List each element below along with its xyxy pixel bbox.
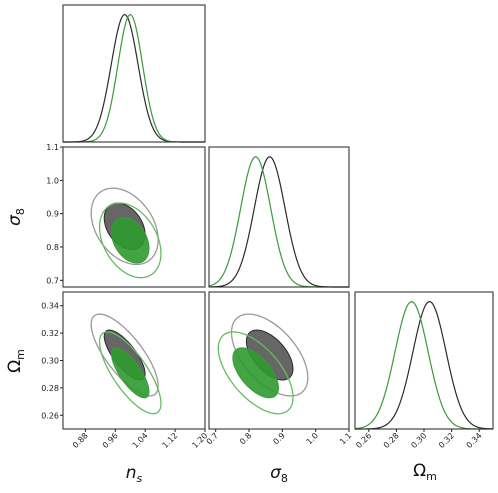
green-contour-95	[98, 331, 162, 415]
y-label-om-main: Ω	[5, 360, 25, 373]
panel-frame	[208, 291, 350, 430]
y-label-s8: σ8	[5, 208, 27, 226]
black-marginal-curve	[208, 156, 349, 288]
y-label-s8-main: σ	[5, 214, 25, 226]
y-tick-label: 0.8	[46, 243, 59, 252]
x-label-s8-main: σ	[270, 463, 282, 483]
panel-frame	[62, 4, 206, 143]
y-tick-label: 0.26	[41, 411, 59, 420]
x-tick-label: 0.34	[465, 431, 484, 450]
marginal-s8	[208, 146, 350, 288]
x-label-s8-sub: 8	[281, 472, 288, 485]
x-tick-label: 0.7	[205, 431, 220, 446]
panel-s8-vs-ns	[62, 146, 206, 288]
green-marginal-curve	[354, 300, 493, 430]
x-label-om: Ωm	[413, 461, 437, 483]
y-tick-label: 0.9	[46, 210, 59, 219]
panel-frame	[208, 146, 350, 288]
green-contour-95	[98, 202, 162, 279]
x-label-om-sub: m	[426, 470, 437, 483]
marginal-om	[354, 291, 494, 430]
green-contour-95	[217, 331, 294, 415]
x-label-om-main: Ω	[413, 461, 426, 481]
x-label-ns-sub: s	[137, 472, 143, 485]
y-tick-label: 0.30	[41, 357, 59, 366]
green-contour-68	[111, 217, 150, 264]
y-tick-label: 0.34	[41, 302, 59, 311]
green-contour-68	[232, 347, 279, 399]
x-label-ns-main: n	[126, 463, 137, 483]
y-tick-label: 1.0	[46, 176, 59, 185]
black-contour-95	[90, 313, 159, 397]
x-tick-label: 0.30	[409, 431, 428, 450]
black-contour-95	[90, 187, 159, 266]
y-tick-label: 0.7	[46, 276, 59, 285]
x-tick-label: 0.26	[354, 431, 373, 450]
black-marginal-curve	[62, 13, 205, 143]
y-label-om: Ωm	[5, 349, 27, 373]
x-tick-label: 0.9	[271, 431, 286, 446]
y-tick-label: 1.1	[46, 143, 59, 152]
y-tick-label: 0.32	[41, 329, 59, 338]
x-label-ns: ns	[126, 463, 143, 485]
y-tick-label: 0.28	[41, 384, 59, 393]
x-tick-label: 0.32	[437, 431, 456, 450]
x-tick-label: 1.1	[338, 431, 353, 446]
marginal-ns	[62, 4, 206, 143]
x-tick-label: 0.96	[101, 431, 120, 450]
panel-om-vs-s8	[208, 291, 350, 430]
black-marginal-curve	[355, 300, 494, 430]
x-tick-label: 1.0	[305, 431, 320, 446]
green-marginal-curve	[63, 13, 205, 143]
x-label-s8: σ8	[270, 463, 288, 485]
panel-frame	[354, 291, 494, 430]
x-tick-label: 1.04	[131, 431, 150, 450]
y-label-s8-sub: 8	[14, 208, 27, 215]
x-tick-label: 1.12	[161, 431, 180, 450]
panel-frame	[62, 146, 206, 288]
green-contour-68	[111, 347, 150, 399]
y-label-om-sub: m	[14, 349, 27, 360]
x-tick-label: 0.8	[238, 431, 253, 446]
panel-om-vs-ns	[62, 291, 206, 430]
x-tick-label: 0.88	[71, 431, 90, 450]
x-tick-label: 0.28	[382, 431, 401, 450]
